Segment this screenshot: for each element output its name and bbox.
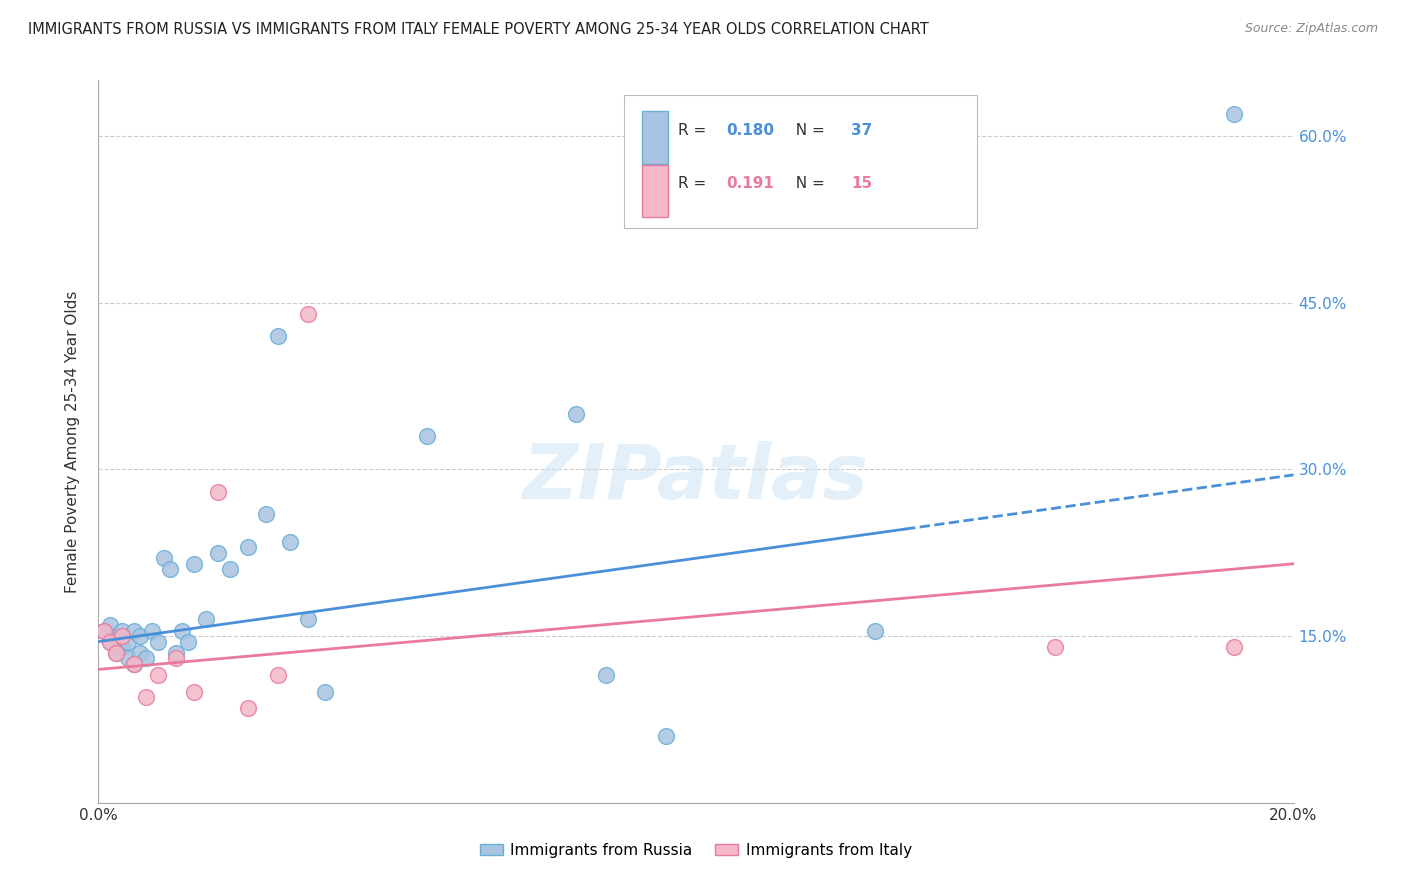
Text: R =: R = <box>678 177 716 191</box>
Point <box>165 651 187 665</box>
Point <box>93 624 115 638</box>
Point <box>1223 640 1246 655</box>
Point <box>98 634 122 648</box>
Point <box>177 634 200 648</box>
Point <box>297 612 319 626</box>
Point <box>236 540 259 554</box>
Point <box>183 684 205 698</box>
Point <box>153 551 176 566</box>
Point <box>93 624 115 638</box>
Point <box>195 612 218 626</box>
Text: IMMIGRANTS FROM RUSSIA VS IMMIGRANTS FROM ITALY FEMALE POVERTY AMONG 25-34 YEAR : IMMIGRANTS FROM RUSSIA VS IMMIGRANTS FRO… <box>28 22 929 37</box>
Point <box>129 629 152 643</box>
Point <box>565 407 588 421</box>
Point <box>148 634 170 648</box>
Point <box>183 557 205 571</box>
Point <box>655 729 678 743</box>
Text: ZIPatlas: ZIPatlas <box>523 441 869 515</box>
Point <box>297 307 319 321</box>
Text: N =: N = <box>786 123 834 137</box>
Point <box>98 634 122 648</box>
Point <box>416 429 439 443</box>
Point <box>135 651 157 665</box>
Point <box>111 640 134 655</box>
Point <box>117 651 139 665</box>
Point <box>105 646 128 660</box>
Point <box>207 546 229 560</box>
Point <box>124 657 146 671</box>
Point <box>124 657 146 671</box>
Point <box>254 507 277 521</box>
Point <box>267 329 290 343</box>
Point <box>172 624 194 638</box>
Y-axis label: Female Poverty Among 25-34 Year Olds: Female Poverty Among 25-34 Year Olds <box>65 291 80 592</box>
Point <box>141 624 163 638</box>
Point <box>315 684 337 698</box>
Point <box>105 629 128 643</box>
Point <box>135 690 157 705</box>
Point <box>1043 640 1066 655</box>
Point <box>595 668 617 682</box>
Text: 37: 37 <box>852 123 873 137</box>
Point <box>865 624 887 638</box>
Text: Source: ZipAtlas.com: Source: ZipAtlas.com <box>1244 22 1378 36</box>
Text: N =: N = <box>786 177 834 191</box>
Point <box>278 534 301 549</box>
Legend: Immigrants from Russia, Immigrants from Italy: Immigrants from Russia, Immigrants from … <box>474 837 918 863</box>
Point <box>111 624 134 638</box>
Point <box>1223 106 1246 120</box>
Point <box>98 618 122 632</box>
Point <box>159 562 181 576</box>
Text: 15: 15 <box>852 177 873 191</box>
Text: 0.180: 0.180 <box>725 123 773 137</box>
Point <box>165 646 187 660</box>
Text: 0.191: 0.191 <box>725 177 773 191</box>
Text: R =: R = <box>678 123 716 137</box>
Point <box>207 484 229 499</box>
Point <box>124 624 146 638</box>
Point <box>105 646 128 660</box>
Point <box>129 646 152 660</box>
Point <box>117 634 139 648</box>
Point <box>267 668 290 682</box>
Point <box>111 629 134 643</box>
Point <box>148 668 170 682</box>
Point <box>219 562 242 576</box>
Point <box>236 701 259 715</box>
